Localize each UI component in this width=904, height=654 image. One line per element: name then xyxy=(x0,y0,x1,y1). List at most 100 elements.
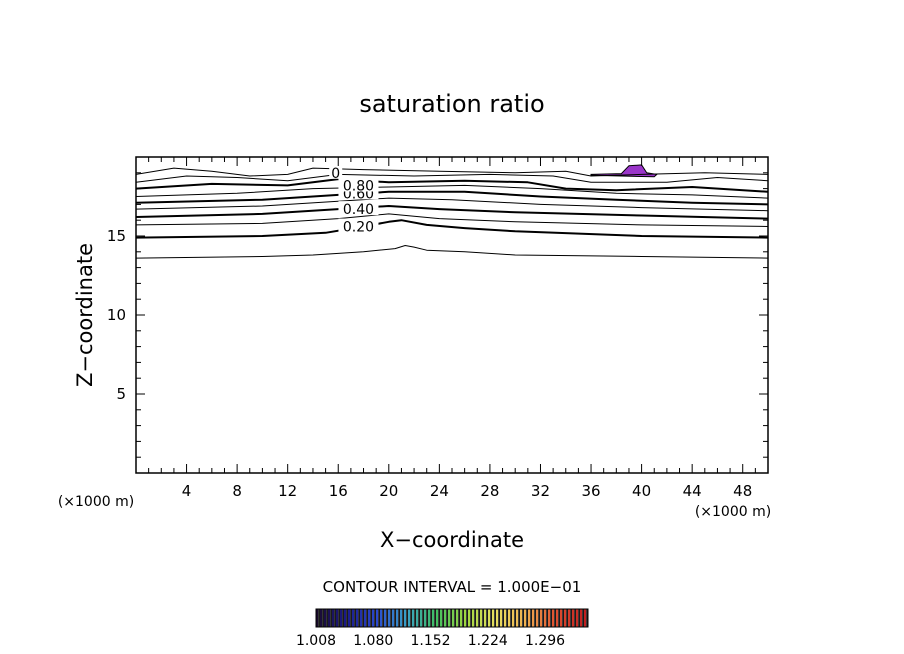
colorbar-stripe xyxy=(580,609,583,627)
x-tick-label: 4 xyxy=(182,482,192,500)
colorbar-stripe xyxy=(444,609,447,627)
x-tick-label: 36 xyxy=(581,482,600,500)
colorbar-stripe-gap xyxy=(450,609,452,627)
contour-label-bg-1 xyxy=(338,201,379,216)
colorbar-stripe xyxy=(424,609,427,627)
colorbar-stripe-gap xyxy=(462,609,464,627)
colorbar-stripes xyxy=(316,609,588,627)
colorbar-stripe-gap xyxy=(386,609,388,627)
colorbar-stripe-gap xyxy=(346,609,348,627)
x-tick-label: 48 xyxy=(733,482,752,500)
colorbar-stripe xyxy=(392,609,395,627)
colorbar-stripe xyxy=(536,609,539,627)
colorbar-stripe xyxy=(420,609,423,627)
colorbar-stripe-gap xyxy=(410,609,412,627)
contour-label-bg-3 xyxy=(338,177,379,192)
colorbar-stripe-gap xyxy=(438,609,440,627)
colorbar-stripe xyxy=(484,609,487,627)
colorbar-stripe xyxy=(440,609,443,627)
colorbar-stripe xyxy=(576,609,579,627)
contour-label-3: 0.80 xyxy=(343,178,374,194)
colorbar-stripe xyxy=(488,609,491,627)
colorbar-stripe-gap xyxy=(370,609,372,627)
colorbar-stripe-gap xyxy=(554,609,556,627)
colorbar-stripe xyxy=(388,609,391,627)
colorbar-stripe xyxy=(400,609,403,627)
colorbar-stripe-gap xyxy=(354,609,356,627)
colorbar-stripe-gap xyxy=(494,609,496,627)
colorbar-stripe-gap xyxy=(342,609,344,627)
colorbar-stripe xyxy=(496,609,499,627)
colorbar-stripe-gap xyxy=(514,609,516,627)
contour-interval-text: CONTOUR INTERVAL = 1.000E−01 xyxy=(323,578,582,596)
colorbar-stripe-gap xyxy=(382,609,384,627)
colorbar-stripe-gap xyxy=(530,609,532,627)
colorbar-stripe xyxy=(516,609,519,627)
colorbar-stripe xyxy=(328,609,331,627)
contour-line-0-80 xyxy=(135,178,769,193)
x-tick-label: 32 xyxy=(531,482,550,500)
colorbar-stripe-gap xyxy=(442,609,444,627)
colorbar-stripe xyxy=(480,609,483,627)
colorbar-stripe xyxy=(384,609,387,627)
colorbar-stripe xyxy=(452,609,455,627)
colorbar-stripe xyxy=(524,609,527,627)
colorbar-stripe-gap xyxy=(318,609,320,627)
y-tick-label: 15 xyxy=(107,227,126,245)
colorbar-stripe xyxy=(548,609,551,627)
contour-line-0-70 xyxy=(135,184,769,199)
colorbar-stripe-gap xyxy=(394,609,396,627)
colorbar-stripe xyxy=(416,609,419,627)
colorbar-stripe-gap xyxy=(470,609,472,627)
contour-line-0-95 xyxy=(135,167,769,177)
colorbar-stripe xyxy=(500,609,503,627)
colorbar-label: 1.080 xyxy=(353,633,393,649)
y-tick-label: 10 xyxy=(107,306,126,324)
y-axis-tick-labels: 5 10 15 xyxy=(107,227,126,403)
colorbar-stripe-gap xyxy=(526,609,528,627)
colorbar-stripe-gap xyxy=(538,609,540,627)
colorbar-stripe-gap xyxy=(510,609,512,627)
colorbar-stripe xyxy=(564,609,567,627)
contour-lines xyxy=(135,167,769,259)
colorbar-stripe-gap xyxy=(486,609,488,627)
colorbar-stripe-gap xyxy=(478,609,480,627)
colorbar-stripe xyxy=(472,609,475,627)
colorbar-stripe-gap xyxy=(406,609,408,627)
colorbar-stripe xyxy=(436,609,439,627)
x-tick-label: 20 xyxy=(379,482,398,500)
colorbar-stripe xyxy=(520,609,523,627)
colorbar-stripe-gap xyxy=(374,609,376,627)
colorbar-stripe xyxy=(560,609,563,627)
colorbar-stripe xyxy=(556,609,559,627)
colorbar-stripe xyxy=(320,609,323,627)
colorbar-stripe-gap xyxy=(542,609,544,627)
contour-label-1: 0.40 xyxy=(343,202,374,218)
y-axis-label: Z−coordinate xyxy=(73,243,97,387)
colorbar-stripe-gap xyxy=(586,609,588,627)
colorbar-stripe-gap xyxy=(550,609,552,627)
colorbar-stripe-gap xyxy=(398,609,400,627)
colorbar-stripe-gap xyxy=(334,609,336,627)
colorbar-stripe-gap xyxy=(422,609,424,627)
contour-line-0-60 xyxy=(135,190,769,206)
colorbar-stripe-gap xyxy=(366,609,368,627)
x-unit-left: (×1000 m) xyxy=(58,494,134,510)
colorbar-stripe-gap xyxy=(446,609,448,627)
colorbar-stripe xyxy=(532,609,535,627)
colorbar-stripe-gap xyxy=(574,609,576,627)
colorbar-stripe xyxy=(324,609,327,627)
colorbar-stripe xyxy=(504,609,507,627)
colorbar-stripe-gap xyxy=(558,609,560,627)
colorbar-stripe-gap xyxy=(390,609,392,627)
plot-frame xyxy=(135,156,769,474)
colorbar-stripe-gap xyxy=(502,609,504,627)
contour-line-0-50 xyxy=(135,197,769,212)
colorbar-stripe-gap xyxy=(522,609,524,627)
colorbar-stripe-gap xyxy=(330,609,332,627)
x-axis-label: X−coordinate xyxy=(380,528,524,552)
colorbar-stripe-gap xyxy=(562,609,564,627)
x-axis-tick-labels: 4 8 12 16 20 24 28 32 36 40 44 48 xyxy=(182,482,752,500)
colorbar: 1.008 1.080 1.152 1.224 1.296 xyxy=(296,608,589,649)
contour-line-0-90 xyxy=(135,173,769,183)
